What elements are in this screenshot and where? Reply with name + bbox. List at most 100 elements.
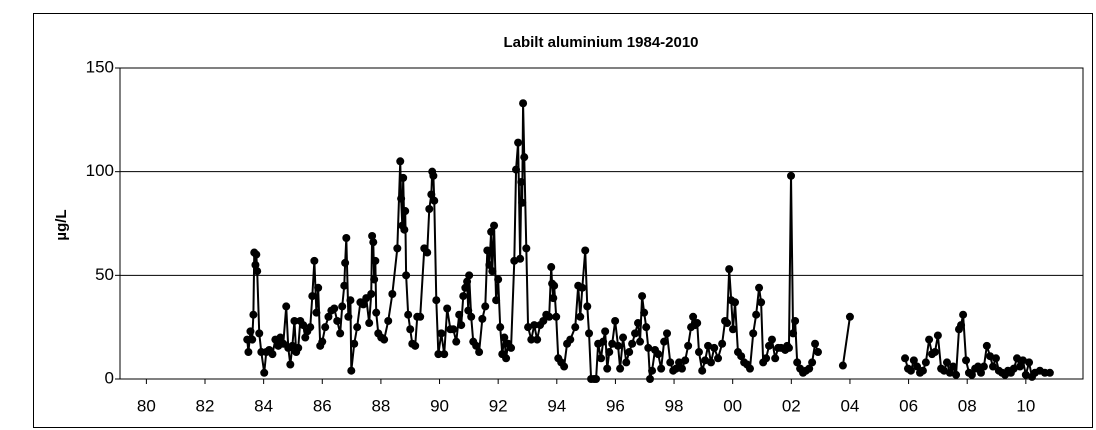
data-point	[514, 138, 523, 147]
data-point	[425, 204, 434, 213]
data-point	[693, 319, 702, 328]
data-point	[605, 348, 614, 357]
data-point	[430, 196, 439, 205]
data-point	[492, 296, 501, 305]
data-point	[901, 354, 910, 363]
data-point	[282, 302, 291, 311]
data-point	[365, 319, 374, 328]
data-point	[636, 337, 645, 346]
data-point	[368, 231, 377, 240]
data-point	[718, 339, 727, 348]
data-point	[545, 312, 554, 321]
data-point	[340, 281, 349, 290]
data-point	[976, 368, 985, 377]
data-point	[791, 316, 800, 325]
data-point	[549, 294, 558, 303]
data-point	[762, 354, 771, 363]
data-point	[520, 153, 529, 162]
data-point	[657, 364, 666, 373]
data-point	[731, 298, 740, 307]
data-point	[457, 321, 466, 330]
x-tick-label: 96	[606, 396, 625, 415]
data-point	[443, 304, 452, 313]
data-point	[342, 234, 351, 243]
data-point	[982, 341, 991, 350]
data-point	[552, 312, 561, 321]
data-point	[793, 358, 802, 367]
x-tick-label: 94	[547, 396, 566, 415]
data-point	[597, 354, 606, 363]
data-point	[592, 375, 601, 383]
data-point	[488, 267, 497, 276]
data-point	[805, 364, 814, 373]
data-point	[400, 225, 409, 234]
data-point	[359, 300, 368, 309]
data-point	[550, 281, 559, 290]
data-point	[255, 329, 264, 338]
data-point	[578, 283, 587, 292]
data-point	[406, 325, 415, 334]
data-point	[411, 341, 420, 350]
data-point	[714, 354, 723, 363]
data-point	[787, 171, 796, 180]
data-point	[252, 250, 261, 259]
data-point	[745, 364, 754, 373]
data-point	[502, 354, 511, 363]
data-point	[338, 302, 347, 311]
data-point	[648, 366, 657, 375]
data-point	[494, 275, 503, 284]
data-point	[350, 339, 359, 348]
data-point	[979, 362, 988, 371]
data-point	[321, 323, 330, 332]
data-point	[622, 358, 631, 367]
x-tick-label: 82	[196, 396, 215, 415]
data-point	[437, 329, 446, 338]
data-point	[330, 304, 339, 313]
data-point	[689, 312, 698, 321]
data-point	[401, 207, 410, 216]
data-point	[974, 362, 983, 371]
data-point	[314, 283, 323, 292]
data-point	[464, 306, 473, 315]
data-point	[372, 308, 381, 317]
x-tick-label: 92	[489, 396, 508, 415]
data-point	[276, 333, 285, 342]
data-point	[416, 312, 425, 321]
data-point	[681, 356, 690, 365]
data-point	[757, 298, 766, 307]
data-point	[619, 333, 628, 342]
data-point	[346, 296, 355, 305]
data-point	[633, 319, 642, 328]
data-point	[399, 173, 408, 182]
data-point	[710, 343, 719, 352]
data-point	[429, 171, 438, 180]
data-point	[845, 312, 854, 321]
data-point	[677, 364, 686, 373]
data-point	[268, 350, 277, 359]
data-point	[684, 341, 693, 350]
data-point	[481, 302, 490, 311]
data-point	[666, 358, 675, 367]
y-tick-label: 0	[105, 368, 114, 387]
data-point	[432, 296, 441, 305]
data-point	[755, 283, 764, 292]
data-point	[723, 319, 732, 328]
data-point	[324, 312, 333, 321]
data-point	[519, 99, 528, 108]
data-point	[838, 361, 847, 370]
data-point	[646, 375, 655, 383]
data-point	[1018, 356, 1027, 365]
x-tick-label: 10	[1016, 396, 1035, 415]
data-point	[487, 227, 496, 236]
plot-border	[119, 67, 1084, 380]
data-point	[472, 341, 481, 350]
data-point	[310, 256, 319, 265]
data-point	[962, 356, 971, 365]
x-tick-label: 02	[782, 396, 801, 415]
data-point	[706, 358, 715, 367]
data-point	[631, 329, 640, 338]
data-point	[463, 277, 472, 286]
data-point	[527, 335, 536, 344]
data-point	[347, 366, 356, 375]
